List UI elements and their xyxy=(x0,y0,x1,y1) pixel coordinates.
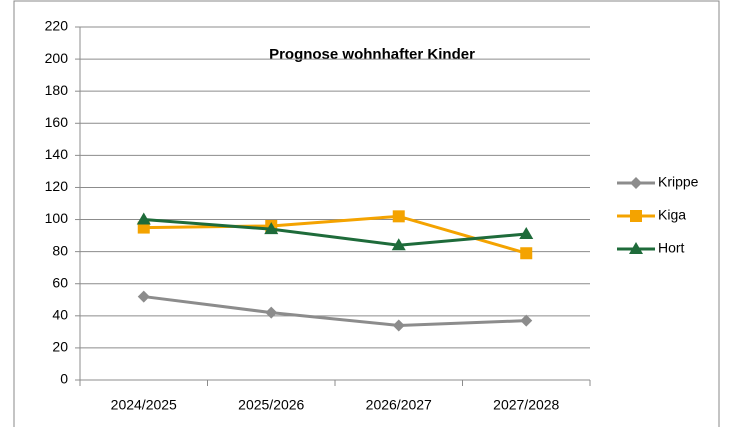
marker xyxy=(630,210,642,222)
x-tick-label: 2027/2028 xyxy=(493,397,559,413)
marker xyxy=(265,306,278,319)
marker xyxy=(520,247,533,260)
marker xyxy=(630,177,642,189)
marker xyxy=(391,238,406,251)
x-tick-label: 2024/2025 xyxy=(111,397,177,413)
legend-label: Hort xyxy=(658,240,685,256)
marker xyxy=(137,290,150,303)
legend-label: Krippe xyxy=(658,174,699,190)
y-tick-label: 200 xyxy=(45,50,69,66)
marker xyxy=(392,210,405,223)
y-tick-label: 60 xyxy=(52,274,68,290)
x-tick-label: 2026/2027 xyxy=(366,397,432,413)
y-tick-label: 160 xyxy=(45,114,69,130)
marker xyxy=(629,242,643,254)
marker xyxy=(392,319,405,332)
y-tick-label: 180 xyxy=(45,82,69,98)
y-tick-label: 20 xyxy=(52,339,68,355)
marker xyxy=(137,221,150,234)
y-tick-label: 220 xyxy=(45,18,69,34)
marker xyxy=(519,226,534,239)
chart-frame xyxy=(13,0,720,427)
series-line xyxy=(143,214,527,255)
x-tick-label: 2025/2026 xyxy=(238,397,304,413)
y-tick-label: 0 xyxy=(60,371,68,387)
series-line xyxy=(143,295,527,327)
y-tick-label: 100 xyxy=(45,210,69,226)
y-tick-label: 120 xyxy=(45,178,69,194)
y-tick-label: 140 xyxy=(45,146,69,162)
y-tick-label: 40 xyxy=(52,307,68,323)
marker xyxy=(520,314,533,327)
y-tick-label: 80 xyxy=(52,242,68,258)
marker xyxy=(136,212,151,225)
marker xyxy=(264,222,279,235)
chart-title: Prognose wohnhafter Kinder xyxy=(269,46,475,63)
legend-label: Kiga xyxy=(658,207,686,223)
series-line xyxy=(143,218,527,247)
